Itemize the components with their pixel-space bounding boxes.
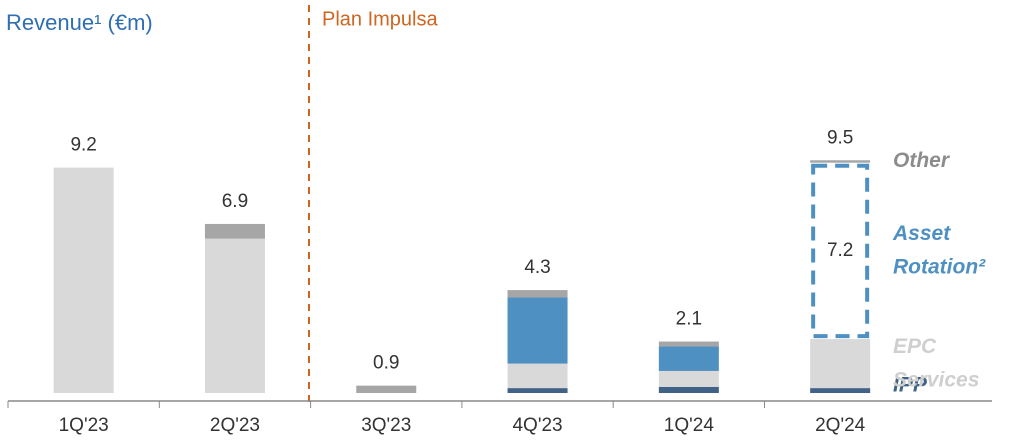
total-label: 9.2 xyxy=(70,135,96,156)
dashed-segment xyxy=(811,163,870,339)
bar-segment xyxy=(507,363,568,389)
bar-segment xyxy=(507,290,568,298)
total-label: 4.3 xyxy=(524,257,550,278)
total-label: 2.1 xyxy=(676,309,702,330)
value-label: 7.2 xyxy=(827,240,853,261)
total-label: 9.5 xyxy=(827,127,853,148)
bar-segment xyxy=(658,386,719,393)
bar-segment xyxy=(204,223,265,239)
total-label: 0.9 xyxy=(373,353,399,374)
total-label: 6.9 xyxy=(222,191,248,212)
x-tick-label: 1Q'23 xyxy=(59,415,109,436)
x-tick-label: 1Q'24 xyxy=(664,415,715,436)
series-label: Other xyxy=(893,149,951,172)
bar-segment xyxy=(53,167,114,393)
bar-segment xyxy=(658,341,719,347)
x-tick-label: 3Q'23 xyxy=(361,415,411,436)
x-tick-label: 2Q'24 xyxy=(815,415,866,436)
x-tick-label: 2Q'23 xyxy=(210,415,260,436)
bar-segment xyxy=(658,370,719,387)
bar-segment xyxy=(507,388,568,393)
x-tick-label: 4Q'23 xyxy=(512,415,562,436)
series-label: EPC Services xyxy=(893,334,979,391)
chart-title: Revenue¹ (€m) xyxy=(6,10,153,35)
bar-segment xyxy=(810,339,871,389)
series-label: Asset Rotation² xyxy=(892,222,986,279)
bar-segment xyxy=(810,388,871,393)
bar-segment xyxy=(658,346,719,371)
annotation: Plan Impulsa xyxy=(322,8,438,30)
bar-segment xyxy=(204,238,265,393)
series-label: IPP xyxy=(893,374,928,397)
bar-segment xyxy=(507,297,568,364)
bar-segment xyxy=(356,385,417,393)
bar-segment xyxy=(810,160,871,163)
